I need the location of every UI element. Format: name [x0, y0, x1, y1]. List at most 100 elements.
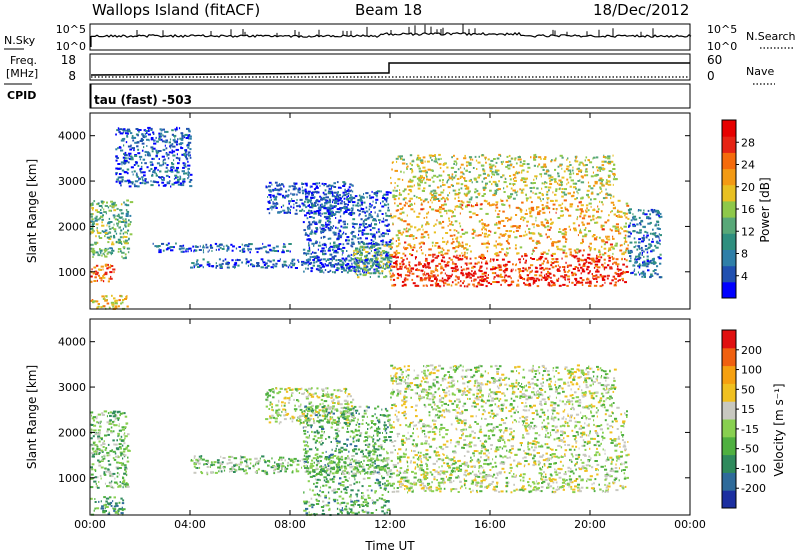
colorbar-tick-label: 12 — [741, 225, 755, 238]
date-title: 18/Dec/2012 — [593, 1, 689, 19]
echo-cell — [365, 257, 366, 259]
echo-cell — [511, 277, 512, 279]
echo-cell — [199, 249, 202, 251]
echo-cell — [97, 487, 100, 489]
echo-cell — [335, 205, 337, 207]
echo-cell — [170, 249, 173, 251]
echo-cell — [545, 279, 548, 281]
echo-cell — [288, 210, 289, 212]
echo-cell — [124, 242, 127, 244]
echo-cell — [167, 181, 169, 183]
echo-cell — [340, 248, 342, 250]
echo-cell — [105, 483, 106, 485]
echo-cell — [599, 201, 600, 203]
echo-cell — [485, 275, 487, 277]
nsky-label: N.Sky — [4, 34, 36, 47]
echo-cell — [340, 416, 343, 418]
echo-cell — [601, 225, 603, 227]
echo-cell — [328, 250, 331, 252]
echo-cell — [163, 177, 165, 179]
echo-cell — [477, 235, 478, 237]
echo-cell — [270, 196, 272, 198]
echo-cell — [423, 156, 426, 158]
echo-cell — [625, 217, 627, 219]
echo-cell — [624, 214, 626, 216]
echo-cell — [618, 228, 619, 230]
echo-cell — [293, 188, 296, 190]
echo-cell — [610, 195, 612, 197]
echo-cell — [487, 250, 488, 252]
echo-cell — [515, 269, 516, 271]
echo-cell — [586, 268, 589, 270]
echo-cell — [365, 215, 367, 217]
echo-cell — [318, 245, 321, 247]
echo-cell — [564, 194, 567, 196]
echo-cell — [170, 147, 171, 149]
echo-cell — [521, 170, 522, 172]
echo-cell — [343, 206, 346, 208]
echo-cell — [605, 193, 607, 195]
echo-cell — [310, 212, 313, 214]
echo-cell — [469, 156, 472, 158]
echo-cell — [652, 229, 654, 231]
echo-cell — [234, 264, 237, 266]
echo-cell — [601, 179, 604, 181]
echo-cell — [97, 280, 98, 282]
echo-cell — [290, 212, 291, 214]
echo-cell — [634, 241, 637, 243]
echo-cell — [615, 230, 618, 232]
echo-cell — [119, 128, 122, 130]
echo-cell — [446, 274, 447, 276]
echo-cell — [545, 233, 547, 235]
echo-cell — [128, 219, 130, 221]
echo-cell — [268, 194, 271, 196]
echo-cell — [175, 177, 177, 179]
echo-cell — [531, 207, 534, 209]
echo-cell — [177, 176, 179, 178]
echo-cell — [467, 201, 468, 203]
echo-cell — [573, 186, 576, 188]
echo-cell — [136, 162, 138, 164]
echo-cell — [484, 236, 486, 238]
echo-cell — [325, 222, 326, 224]
echo-cell — [101, 266, 104, 268]
echo-cell — [543, 166, 546, 168]
echo-cell — [464, 185, 467, 187]
echo-cell — [613, 258, 615, 260]
echo-cell — [551, 285, 552, 287]
echo-cell — [102, 442, 104, 444]
echo-cell — [392, 162, 393, 164]
echo-cell — [537, 225, 540, 227]
echo-cell — [514, 177, 517, 179]
echo-cell — [428, 279, 430, 281]
echo-cell — [106, 202, 108, 204]
echo-cell — [372, 227, 376, 229]
echo-cell — [341, 271, 343, 273]
echo-cell — [548, 249, 550, 251]
echo-cell — [330, 270, 332, 272]
echo-cell — [405, 235, 408, 237]
echo-cell — [403, 171, 404, 173]
echo-cell — [122, 477, 124, 479]
echo-cell — [100, 306, 102, 308]
echo-cell — [567, 265, 570, 267]
echo-cell — [331, 416, 333, 418]
echo-cell — [345, 239, 347, 241]
echo-cell — [389, 270, 390, 272]
echo-cell — [303, 221, 305, 223]
echo-cell — [598, 208, 600, 210]
echo-cell — [482, 195, 485, 197]
echo-cell — [100, 250, 103, 252]
echo-cell — [643, 274, 646, 276]
echo-cell — [170, 169, 173, 171]
echo-cell — [313, 262, 315, 264]
echo-cell — [558, 240, 561, 242]
echo-cell — [90, 213, 93, 215]
echo-cell — [629, 212, 632, 214]
echo-cell — [374, 192, 378, 194]
echo-cell — [127, 133, 129, 135]
echo-cell — [203, 245, 204, 247]
echo-cell — [646, 236, 648, 238]
echo-cell — [356, 266, 358, 268]
echo-cell — [375, 199, 378, 201]
